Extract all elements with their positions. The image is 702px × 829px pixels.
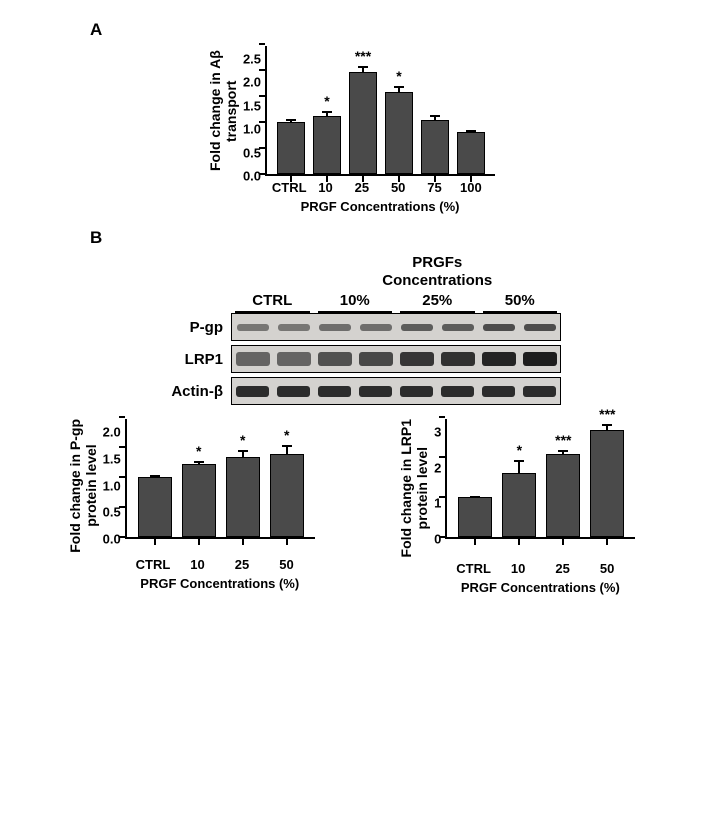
significance-marker: ***	[555, 432, 571, 448]
y-axis-ticks: 2.01.51.00.50.0	[103, 419, 125, 539]
blot-band	[236, 352, 270, 366]
blot-band	[400, 386, 433, 397]
bar-group: ***	[345, 72, 381, 174]
blot-band	[318, 386, 351, 397]
y-axis-ticks: 3210	[434, 419, 445, 539]
significance-marker: *	[396, 68, 401, 84]
chart-lrp1-protein: Fold change in LRP1protein level3210****…	[398, 419, 635, 595]
significance-marker: *	[284, 427, 289, 443]
bar: *	[182, 464, 216, 537]
bar	[277, 122, 305, 174]
y-axis-ticks: 2.52.01.51.00.50.0	[243, 46, 265, 176]
blot-column-label: 50%	[479, 292, 562, 309]
chart-pgp-protein: Fold change in P-gpprotein level2.01.51.…	[67, 419, 315, 595]
bar	[457, 132, 485, 174]
blot-column-label: 25%	[396, 292, 479, 309]
bar-group: *	[381, 92, 417, 174]
x-axis-label: PRGF Concentrations (%)	[301, 199, 460, 214]
y-axis-label: Fold change in Aβtransport	[207, 46, 239, 176]
bar-group	[453, 497, 497, 537]
blot-band	[442, 324, 474, 331]
panel-label-b: B	[90, 228, 672, 248]
bar	[138, 477, 172, 537]
bar-group: *	[177, 464, 221, 537]
bar: ***	[546, 454, 580, 537]
blot-band	[319, 324, 351, 331]
blot-row-label: Actin-β	[141, 383, 223, 400]
blot-band	[318, 352, 352, 366]
bar: *	[502, 473, 536, 537]
blot-row-label: P-gp	[141, 319, 223, 336]
chart-abeta-transport: Fold change in Aβtransport2.52.01.51.00.…	[207, 46, 495, 214]
bar: *	[313, 116, 341, 174]
blot-column-label: CTRL	[231, 292, 314, 309]
bar: *	[270, 454, 304, 537]
significance-marker: *	[324, 93, 329, 109]
bar-group: ***	[541, 454, 585, 537]
bar-group	[453, 132, 489, 174]
western-blot: PRGFsConcentrationsCTRL10%25%50% P-gp LRP1…	[141, 254, 561, 405]
blot-band	[482, 386, 515, 397]
significance-marker: *	[517, 442, 522, 458]
blot-band	[523, 352, 557, 366]
blot-band	[524, 324, 556, 331]
significance-marker: *	[240, 432, 245, 448]
blot-band	[237, 324, 269, 331]
x-axis-label: PRGF Concentrations (%)	[461, 580, 620, 595]
blot-band	[523, 386, 556, 397]
plot-area: *****	[265, 46, 495, 176]
blot-band	[441, 386, 474, 397]
blot-strip	[231, 377, 561, 405]
blot-band	[359, 352, 393, 366]
blot-strip	[231, 345, 561, 373]
y-axis-label: Fold change in LRP1protein level	[398, 419, 430, 557]
x-axis-ticks: CTRL102550	[125, 557, 315, 572]
blot-band	[277, 352, 311, 366]
bar-group: *	[497, 473, 541, 537]
blot-band	[359, 386, 392, 397]
significance-marker: ***	[355, 48, 371, 64]
blot-band	[277, 386, 310, 397]
bar-group: ***	[585, 430, 629, 537]
blot-band	[360, 324, 392, 331]
plot-area: *******	[445, 419, 635, 539]
blot-band	[236, 386, 269, 397]
x-axis-ticks: CTRL10255075100	[265, 180, 495, 195]
bar: *	[226, 457, 260, 537]
blot-row-label: LRP1	[141, 351, 223, 368]
blot-band	[441, 352, 475, 366]
bar-group	[133, 477, 177, 537]
bar: *	[385, 92, 413, 174]
bar	[421, 120, 449, 174]
bar-group: *	[221, 457, 265, 537]
blot-band	[401, 324, 433, 331]
panel-label-a: A	[90, 20, 672, 40]
bar: ***	[349, 72, 377, 174]
x-axis-label: PRGF Concentrations (%)	[140, 576, 299, 591]
significance-marker: ***	[599, 406, 615, 422]
significance-marker: *	[196, 443, 201, 459]
blot-header-title: PRGFsConcentrations	[314, 254, 562, 290]
y-axis-label: Fold change in P-gpprotein level	[67, 419, 99, 553]
blot-band	[482, 352, 516, 366]
bar-group: *	[309, 116, 345, 174]
bar	[458, 497, 492, 537]
bar-group	[273, 122, 309, 174]
plot-area: ***	[125, 419, 315, 539]
bar: ***	[590, 430, 624, 537]
bar-group: *	[265, 454, 309, 537]
x-axis-ticks: CTRL102550	[445, 561, 635, 576]
blot-strip	[231, 313, 561, 341]
blot-band	[483, 324, 515, 331]
blot-band	[400, 352, 434, 366]
bar-group	[417, 120, 453, 174]
blot-band	[278, 324, 310, 331]
blot-column-label: 10%	[314, 292, 397, 309]
